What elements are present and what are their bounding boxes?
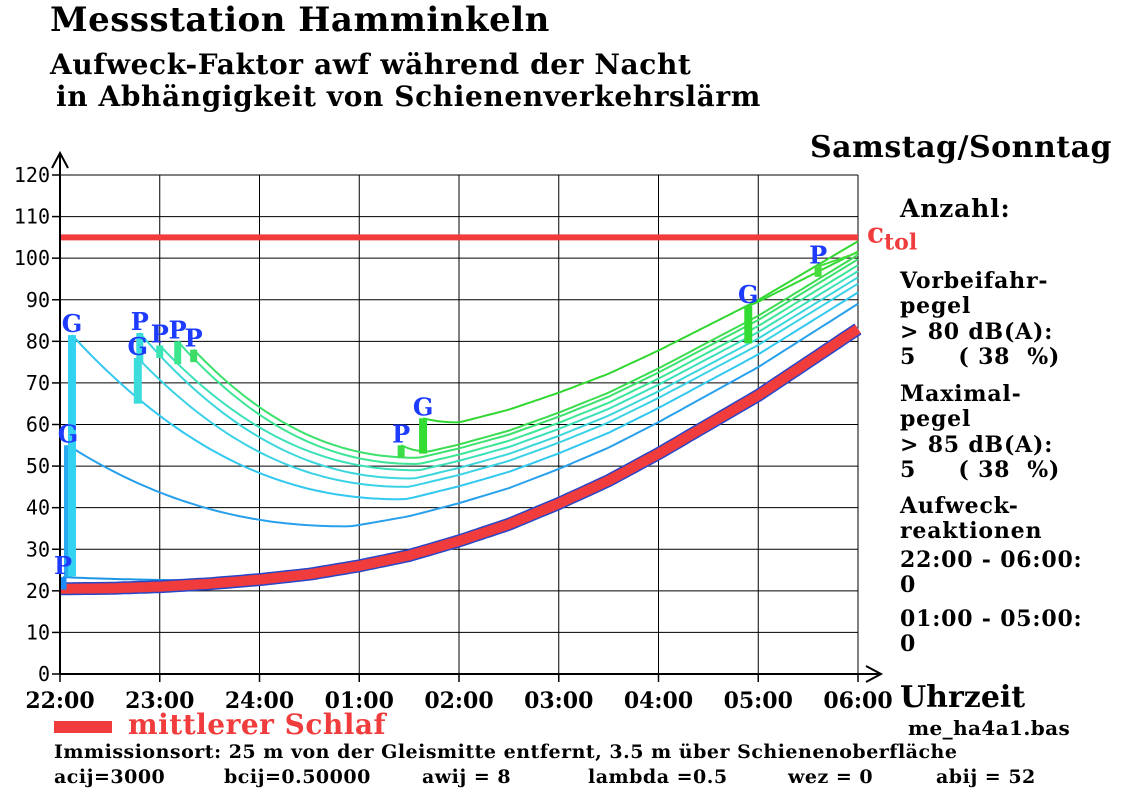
events-group <box>59 266 822 590</box>
y-tick-label-20: 20 <box>26 579 50 603</box>
maximal-line3: > 85 dB(A): <box>900 432 1054 458</box>
chart-subtitle-line2: in Abhängigkeit von Schienenverkehrslärm <box>56 80 761 113</box>
axes-group <box>51 150 884 683</box>
y-tick-label-70: 70 <box>26 371 50 395</box>
x-tick-label-23:00: 23:00 <box>125 688 194 714</box>
aufweck-line2: reaktionen <box>900 518 1043 544</box>
grid-lines <box>52 174 859 682</box>
maximal-value: 5 ( 38 %) <box>900 457 1061 483</box>
y-axis-arrow <box>51 150 69 169</box>
c-tol-subscript: tol <box>884 229 917 255</box>
y-tick-label-60: 60 <box>26 413 50 437</box>
period1-value: 0 <box>900 572 917 598</box>
legend-mean-sleep-swatch <box>54 721 112 733</box>
x-tick-label-01:00: 01:00 <box>325 688 394 714</box>
maximal-line2: pegel <box>900 406 972 432</box>
event-bar-5 <box>156 345 164 358</box>
vorbeifahr-line3: > 80 dB(A): <box>900 319 1054 345</box>
param-bcij: bcij=0.50000 <box>224 766 371 788</box>
y-tick-label-50: 50 <box>26 454 50 478</box>
x-tick-label-02:00: 02:00 <box>424 688 493 714</box>
event-label-G-2: G <box>62 309 83 338</box>
footer-params: acij=3000 bcij=0.50000 awij = 8 lambda =0.5… <box>54 766 1036 788</box>
curve-c12 <box>817 251 859 268</box>
event-label-G-1: G <box>58 419 79 448</box>
event-label-P-0: P <box>54 551 72 580</box>
y-tick-label-120: 120 <box>14 163 50 187</box>
event-bar-9 <box>419 418 428 454</box>
event-bar-6 <box>174 341 182 365</box>
curves-group <box>59 234 862 596</box>
c-tol-label: c <box>867 216 884 249</box>
chart-title: Messstation Hamminkeln <box>50 0 550 40</box>
y-tick-label-10: 10 <box>26 620 50 644</box>
vorbeifahr-value: 5 ( 38 %) <box>900 344 1061 370</box>
event-label-P-4: P <box>131 307 149 336</box>
curve-c6 <box>159 270 859 472</box>
y-tick-label-0: 0 <box>38 662 50 686</box>
event-label-G-10: G <box>738 280 759 309</box>
y-tick-label-40: 40 <box>26 496 50 520</box>
event-label-P-8: P <box>392 419 410 448</box>
event-bar-2 <box>67 335 76 577</box>
x-tick-label-24:00: 24:00 <box>225 688 294 714</box>
curve-c3 <box>71 291 859 501</box>
event-bar-0 <box>59 577 67 590</box>
x-axis-unit: Uhrzeit <box>900 680 1026 715</box>
curve-c9 <box>400 254 859 453</box>
event-bar-10 <box>744 305 753 344</box>
period2-value: 0 <box>900 631 917 657</box>
mean-sleep-line <box>59 324 861 594</box>
x-tick-label-22:00: 22:00 <box>25 688 94 714</box>
param-lambda: lambda =0.5 <box>588 766 728 788</box>
legend-mean-sleep-label: mittlerer Schlaf <box>128 708 387 741</box>
event-label-P-7: P <box>185 324 203 353</box>
event-bar-11 <box>814 266 822 277</box>
maximal-line1: Maximal- <box>900 381 1022 407</box>
event-bar-4 <box>136 333 144 363</box>
event-label-G-3: G <box>128 332 149 361</box>
x-tick-label-05:00: 05:00 <box>724 688 793 714</box>
event-bar-3 <box>133 357 142 404</box>
y-tick-label-90: 90 <box>26 288 50 312</box>
event-bar-8 <box>397 445 405 458</box>
period2-label: 01:00 - 05:00: <box>900 606 1083 632</box>
event-bar-7 <box>190 349 198 363</box>
x-tick-label-03:00: 03:00 <box>524 688 593 714</box>
x-tick-label-04:00: 04:00 <box>624 688 693 714</box>
y-tick-label-100: 100 <box>14 246 50 270</box>
y-tick-label-110: 110 <box>14 205 50 229</box>
aufweck-line1: Aufweck- <box>900 493 1019 519</box>
param-awij: awij = 8 <box>422 766 512 788</box>
curve-c4 <box>137 282 859 488</box>
vorbeifahr-line2: pegel <box>900 293 972 319</box>
event-label-P-11: P <box>809 240 827 269</box>
x-axis-arrow <box>865 665 884 683</box>
y-tick-label-80: 80 <box>26 329 50 353</box>
param-abij: abij = 52 <box>936 766 1036 788</box>
curve-c10 <box>422 240 859 424</box>
tick-labels: 0 10 20 30 40 50 60 70 80 90 100 110 120 22:00 23:00 24… <box>14 163 917 714</box>
param-acij: acij=3000 <box>54 766 166 788</box>
curve-c5 <box>139 276 859 480</box>
event-label-P-5: P <box>151 319 169 348</box>
chart-subtitle-line1: Aufweck-Faktor awf während der Nacht <box>50 48 692 81</box>
param-wez: wez = 0 <box>788 766 874 788</box>
file-name: me_ha4a1.bas <box>908 716 1071 740</box>
y-tick-label-30: 30 <box>26 537 50 561</box>
x-tick-label-06:00: 06:00 <box>823 688 892 714</box>
vorbeifahr-line1: Vorbeifahr- <box>900 268 1049 294</box>
footer-location: Immissionsort: 25 m von der Gleismitte e… <box>54 741 958 763</box>
curve-c2 <box>67 302 859 528</box>
curve-c11 <box>747 250 859 307</box>
event-label-P-6: P <box>169 315 187 344</box>
day-label: Samstag/Sonntag <box>810 130 1113 165</box>
event-label-G-9: G <box>413 392 434 421</box>
period1-label: 22:00 - 06:00: <box>900 547 1083 573</box>
anzahl-label: Anzahl: <box>900 194 1011 223</box>
